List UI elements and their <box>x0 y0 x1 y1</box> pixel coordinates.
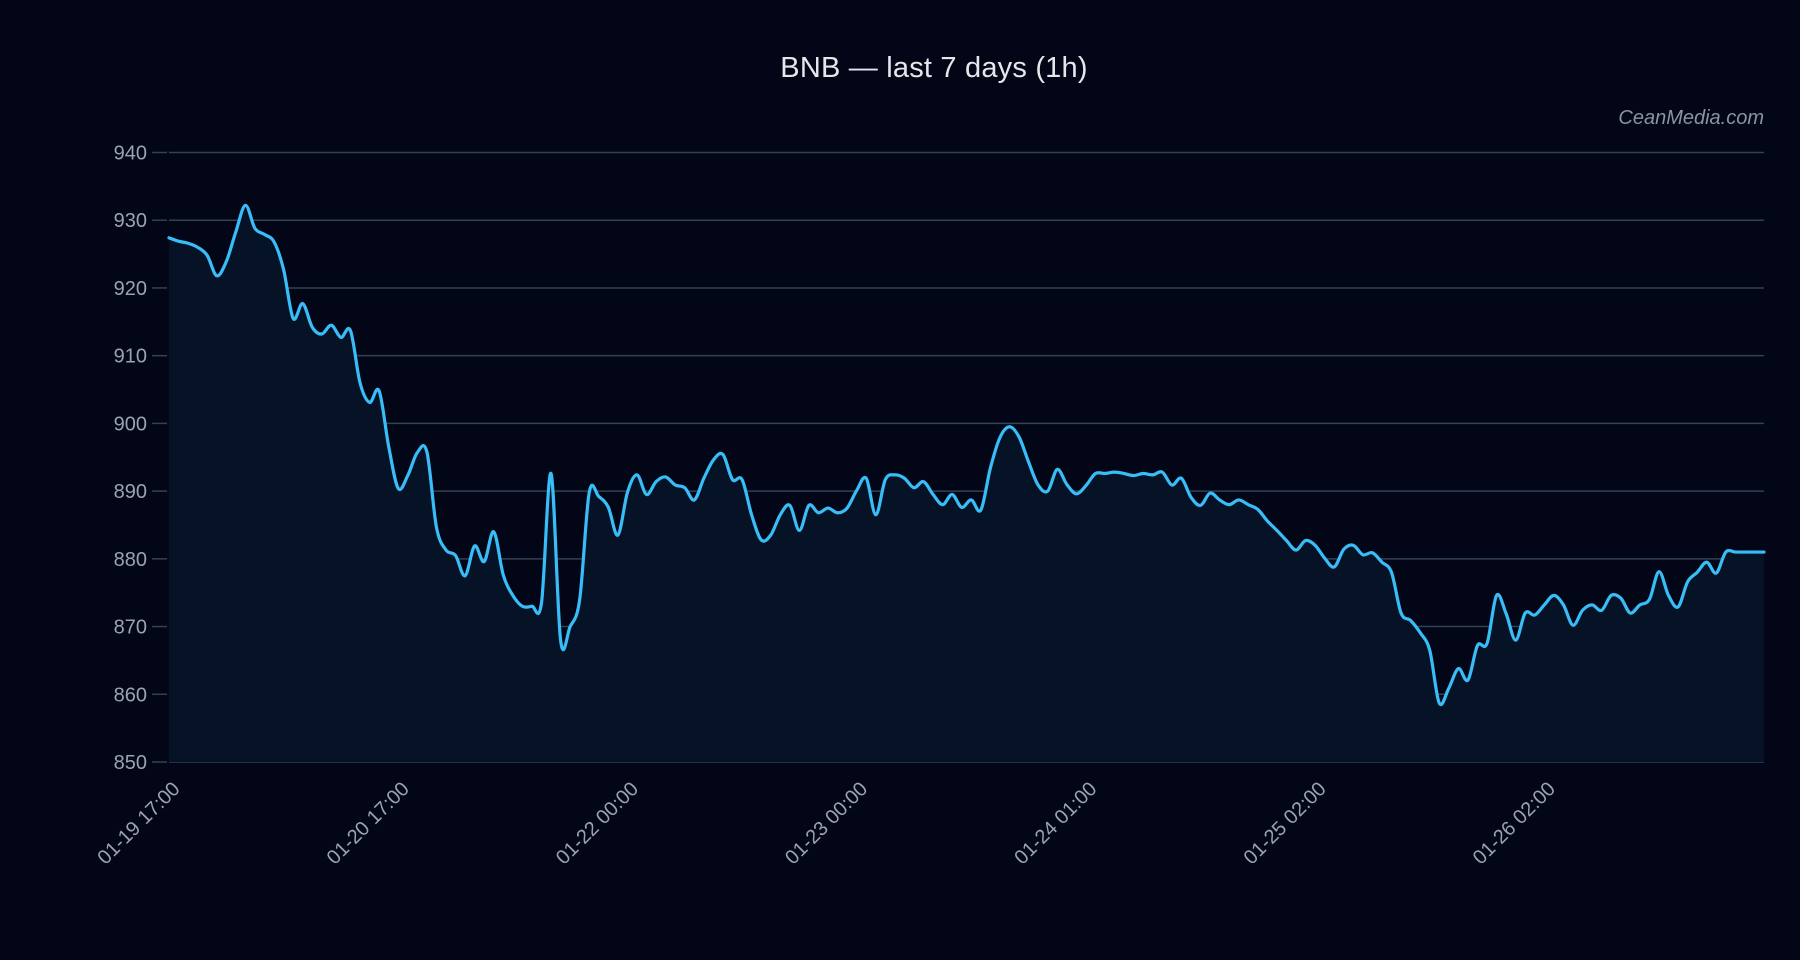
x-axis: 01-19 17:00 01-20 17:00 01-22 00:00 01-23 0… <box>93 778 1559 869</box>
y-tick-label: 870 <box>114 617 147 639</box>
watermark: CeanMedia.com <box>1618 107 1764 129</box>
x-tick-label: 01-25 02:00 <box>1240 778 1331 869</box>
y-tick-label: 900 <box>114 413 147 435</box>
x-tick-label: 01-22 00:00 <box>552 778 643 869</box>
x-tick-label: 01-19 17:00 <box>93 778 184 869</box>
y-axis: 850 860 870 880 890 900 910 920 930 940 <box>114 143 167 774</box>
x-tick-label: 01-26 02:00 <box>1469 778 1560 869</box>
y-tick-label: 850 <box>114 752 147 774</box>
x-tick-label: 01-24 01:00 <box>1010 778 1101 869</box>
price-area-fill <box>169 205 1764 762</box>
y-tick-label: 880 <box>114 549 147 571</box>
chart-title: BNB — last 7 days (1h) <box>780 52 1088 84</box>
y-tick-label: 920 <box>114 278 147 300</box>
y-tick-label: 940 <box>114 143 147 165</box>
y-tick-label: 910 <box>114 346 147 368</box>
y-tick-label: 890 <box>114 481 147 503</box>
y-tick-label: 860 <box>114 684 147 706</box>
x-tick-label: 01-20 17:00 <box>323 778 414 869</box>
x-tick-label: 01-23 00:00 <box>781 778 872 869</box>
price-line <box>167 203 1766 707</box>
y-tick-label: 930 <box>114 210 147 232</box>
